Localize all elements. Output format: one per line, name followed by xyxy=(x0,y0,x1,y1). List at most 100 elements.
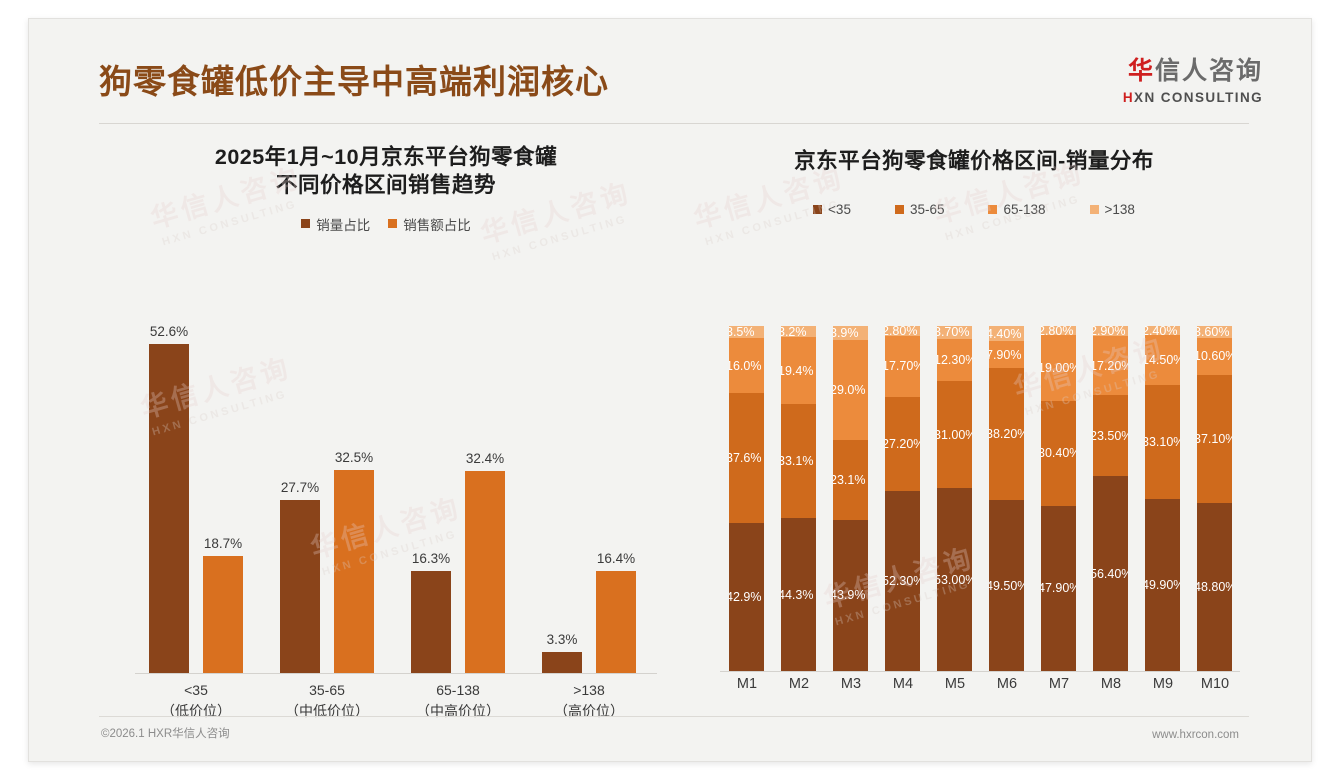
x-axis-tick-label: M9 xyxy=(1152,676,1174,692)
stack-segment[interactable]: 43.9% xyxy=(833,519,868,671)
stack-segment-label: 12.30% xyxy=(937,353,972,367)
stack-segment[interactable]: 31.00% xyxy=(937,381,972,489)
stack-segment[interactable]: 23.50% xyxy=(1093,395,1128,477)
stack-segment[interactable]: 3.2% xyxy=(781,326,816,338)
bar-rect[interactable] xyxy=(596,570,636,673)
legend-item-sales-amount[interactable]: 销售额占比 xyxy=(388,214,471,234)
bar-rect[interactable] xyxy=(465,470,505,673)
grouped-chart-legend: 销量占比 销售额占比 xyxy=(101,214,671,234)
stack-segment[interactable]: 17.20% xyxy=(1093,336,1128,396)
stacked-bar-column[interactable]: 3.5% 16.0% 37.6% 42.9% xyxy=(729,271,764,671)
stack-segment[interactable]: 12.30% xyxy=(937,338,972,382)
legend-swatch-icon xyxy=(813,204,823,214)
stack-segment[interactable]: 33.1% xyxy=(781,403,816,519)
bar-column[interactable]: 52.6% xyxy=(149,324,189,673)
stack-segment-label: 2.80% xyxy=(885,326,918,336)
x-axis-tick-label: M3 xyxy=(840,676,862,692)
stacked-bar-column[interactable]: 3.9% 29.0% 23.1% 43.9% xyxy=(833,271,868,671)
stack-segment[interactable]: 38.20% xyxy=(989,368,1024,501)
bar-rect[interactable] xyxy=(411,571,451,673)
logo-english-rest: XN CONSULTING xyxy=(1134,90,1263,105)
stack-segment[interactable]: 52.30% xyxy=(885,490,920,671)
bar-value-label: 32.4% xyxy=(465,450,505,466)
bar-column[interactable]: 3.3% xyxy=(542,632,582,673)
stack-segment[interactable]: 48.80% xyxy=(1197,502,1232,671)
footer-copyright: ©2026.1 HXR华信人咨询 xyxy=(101,728,230,740)
stack-segment[interactable]: 29.0% xyxy=(833,339,868,440)
stack-segment[interactable]: 2.80% xyxy=(1041,325,1076,336)
footer-website[interactable]: www.hxrcon.com xyxy=(1152,729,1239,741)
legend-item-35[interactable]: <35 xyxy=(813,202,851,217)
x-tick-range: 65-138 xyxy=(436,682,480,698)
stack-segment[interactable]: 3.5% xyxy=(729,326,764,339)
stack-segment[interactable]: 37.10% xyxy=(1197,374,1232,503)
stack-segment[interactable]: 2.80% xyxy=(885,326,920,336)
stack-segment-label: 2.40% xyxy=(1145,326,1178,335)
bar-column[interactable]: 16.4% xyxy=(596,551,636,673)
stacked-bar-column[interactable]: 4.40% 7.90% 38.20% 49.50% xyxy=(989,271,1024,671)
bar-column[interactable]: 27.7% xyxy=(280,480,320,673)
stack-segment[interactable]: 33.10% xyxy=(1145,384,1180,499)
stack-segment[interactable]: 23.1% xyxy=(833,439,868,520)
stack-segment[interactable]: 3.60% xyxy=(1197,326,1232,339)
stack-segment[interactable]: 30.40% xyxy=(1041,400,1076,506)
legend-swatch-icon xyxy=(1089,204,1099,214)
stack-segment-label: 3.70% xyxy=(937,326,970,339)
stack-segment[interactable]: 49.90% xyxy=(1145,498,1180,671)
legend-swatch-icon xyxy=(894,204,904,214)
stack-segment[interactable]: 14.50% xyxy=(1145,334,1180,385)
stacked-bar-column[interactable]: 2.40% 14.50% 33.10% 49.90% xyxy=(1145,271,1180,671)
stacked-chart-legend: <35 35-65 65-138 >138 xyxy=(684,202,1264,217)
stack-segment[interactable]: 16.0% xyxy=(729,338,764,394)
stack-segment[interactable]: 3.9% xyxy=(833,326,868,340)
grouped-bar-plot-area: 52.6% 18.7% 27.7% 32.5% 16.3% 32.4% 3.3% 16.4% xyxy=(135,299,657,674)
stack-segment[interactable]: 49.50% xyxy=(989,500,1024,671)
stacked-bar-column[interactable]: 3.2% 19.4% 33.1% 44.3% xyxy=(781,271,816,671)
bar-column[interactable]: 18.7% xyxy=(203,536,243,673)
stacked-bar-column[interactable]: 3.60% 10.60% 37.10% 48.80% xyxy=(1197,271,1232,671)
legend-item-138[interactable]: >138 xyxy=(1089,202,1135,217)
stack-segment[interactable]: 4.40% xyxy=(989,326,1024,342)
stacked-bar-column[interactable]: 2.80% 19.00% 30.40% 47.90% xyxy=(1041,271,1076,671)
stack-segment[interactable]: 7.90% xyxy=(989,341,1024,369)
stacked-bar-column[interactable]: 2.90% 17.20% 23.50% 56.40% xyxy=(1093,271,1128,671)
bar-rect[interactable] xyxy=(334,469,374,673)
bar-group: 52.6% 18.7% xyxy=(137,298,255,673)
stack-segment[interactable]: 37.6% xyxy=(729,393,764,523)
legend-item-sales-volume[interactable]: 销量占比 xyxy=(301,214,370,234)
stack-segment[interactable]: 53.00% xyxy=(937,488,972,671)
stack-segment[interactable]: 2.40% xyxy=(1145,326,1180,335)
bar-value-label: 16.4% xyxy=(596,550,636,566)
bar-rect[interactable] xyxy=(203,556,243,673)
bar-column[interactable]: 32.5% xyxy=(334,450,374,673)
stack-segment-label: 16.0% xyxy=(729,358,762,373)
stack-segment[interactable]: 47.90% xyxy=(1041,505,1076,671)
stack-segment[interactable]: 44.3% xyxy=(781,518,816,671)
stacked-bar-column[interactable]: 3.70% 12.30% 31.00% 53.00% xyxy=(937,271,972,671)
stack-segment[interactable]: 2.90% xyxy=(1093,326,1128,337)
x-tick-sublabel: （低价位） xyxy=(161,703,231,719)
x-axis-tick-label: M1 xyxy=(736,676,758,692)
bar-rect[interactable] xyxy=(280,499,320,673)
stack-segment[interactable]: 17.70% xyxy=(885,335,920,397)
stack-segment[interactable]: 42.9% xyxy=(729,523,764,671)
stack-segment-label: 3.9% xyxy=(833,326,859,340)
stack-segment-label: 42.9% xyxy=(729,590,762,604)
logo-hua-character: 华 xyxy=(1127,57,1155,85)
bar-column[interactable]: 16.3% xyxy=(411,551,451,673)
stacked-chart-title-line1: 京东平台狗零食罐价格区间-销量分布 xyxy=(794,149,1154,173)
stack-segment[interactable]: 19.4% xyxy=(781,337,816,404)
legend-item-35-65[interactable]: 35-65 xyxy=(894,202,944,217)
bar-rect[interactable] xyxy=(542,652,582,673)
stacked-bar-column[interactable]: 2.80% 17.70% 27.20% 52.30% xyxy=(885,271,920,671)
stack-segment[interactable]: 19.00% xyxy=(1041,335,1076,401)
bar-rect[interactable] xyxy=(149,344,189,673)
header-divider xyxy=(99,123,1249,124)
stack-segment[interactable]: 3.70% xyxy=(937,326,972,339)
x-tick-range: >138 xyxy=(573,682,605,698)
bar-column[interactable]: 32.4% xyxy=(465,451,505,673)
legend-item-65-138[interactable]: 65-138 xyxy=(988,202,1046,217)
stack-segment[interactable]: 56.40% xyxy=(1093,476,1128,671)
stack-segment[interactable]: 10.60% xyxy=(1197,338,1232,375)
stack-segment[interactable]: 27.20% xyxy=(885,396,920,491)
